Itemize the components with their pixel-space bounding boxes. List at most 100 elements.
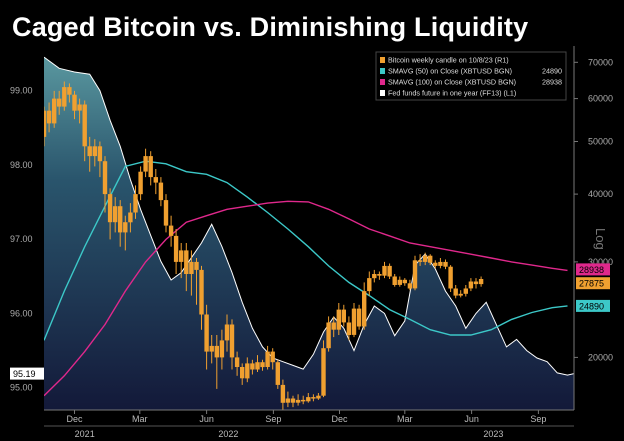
candle-last-value-bg [576,277,610,290]
candle-body [321,348,326,396]
candle [275,359,280,389]
candle [295,394,301,406]
candle-body [107,194,113,223]
candle-body [438,261,443,266]
candle [46,102,52,133]
candle-body [158,182,164,201]
candle [407,279,413,291]
candle [194,258,199,305]
candle [316,393,321,400]
candle-body [229,324,235,358]
candle-body [138,171,143,195]
x-tick-label: Sep [530,414,546,424]
candle-body [270,351,275,363]
candle [163,194,169,233]
year-label: 2022 [218,429,238,439]
candle-body [463,288,468,294]
candle [209,335,214,364]
candle [346,316,352,341]
candle-body [306,397,311,402]
candle [463,285,468,297]
candle-body [67,87,72,95]
candle-body [392,276,397,285]
candle-body [478,279,484,285]
candle-body [199,269,204,315]
candle [92,139,97,167]
candle [265,345,270,370]
legend-entry-label: SMAVG (50) on Close (XBTUSD BGN) [388,67,512,76]
candle-body [92,146,97,157]
fed-funds-area [44,57,574,410]
fed-funds-last-value-bg [10,367,44,380]
legend-entry-value: 24890 [542,67,562,76]
candle [189,250,194,296]
candle-body [189,261,194,274]
candle-body [311,397,316,399]
legend-swatch [380,68,385,74]
y-right-axis-label: Log [593,228,608,250]
candle [168,215,174,247]
legend-entry-label: SMAVG (100) on Close (XBTUSD BGN) [388,78,516,87]
candle [72,90,77,120]
candle-body [275,362,280,385]
candle-body [72,94,77,111]
x-tick-label: Mar [397,414,413,424]
smavg100-last-value: 28938 [579,265,604,275]
candle [250,359,255,375]
candle [138,166,143,201]
candle [260,359,265,371]
candle-body [194,261,199,270]
y-left-tick-label: 96.00 [10,308,33,318]
candle-body [290,398,296,403]
candle-body [52,98,57,124]
candle [113,197,118,233]
candle-body [443,261,448,267]
candle [377,271,382,280]
candle [311,394,316,402]
candle-body [458,293,463,296]
smavg-50-line [44,160,568,341]
candle [67,83,72,103]
candle [392,274,397,287]
candle [179,243,184,279]
candle-body [326,322,331,349]
candle [397,276,402,287]
candle [362,282,367,330]
y-left-tick-label: 98.00 [10,160,33,170]
x-tick-label: Dec [331,414,348,424]
bitcoin-candles [44,81,484,410]
candle-body [265,351,270,367]
candle [133,185,138,219]
candle-body [351,308,357,335]
candle [184,243,189,292]
candle [387,263,392,279]
candle-body [417,260,423,262]
candle [306,393,311,403]
candle-body [341,309,346,323]
candle-body [433,262,438,266]
candle [255,355,260,372]
candle [280,379,286,410]
candle-body [428,255,433,263]
candle-body [123,222,128,233]
legend-entry-label: Bitcoin weekly candle on 10/8/23 (R1) [388,56,509,65]
smavg-100-line [44,200,568,397]
candle-body [57,98,62,107]
candle [57,90,62,115]
candle-body [423,255,428,262]
candle-body [407,283,413,289]
y-right-tick-label: 70000 [588,57,613,67]
candle [321,340,326,398]
axes: 99.00 98.00 97.00 96.00 95.00 70000 60000 50000… [10,46,613,439]
candle [128,203,133,233]
candle-body [382,265,387,276]
candle [204,304,209,370]
legend-swatch [380,90,385,96]
candle-body [377,274,382,276]
candle [224,314,230,352]
plot-area [44,46,574,410]
year-label: 2023 [483,429,503,439]
candle-body [367,278,372,292]
candle [301,395,306,405]
candle [438,258,443,269]
